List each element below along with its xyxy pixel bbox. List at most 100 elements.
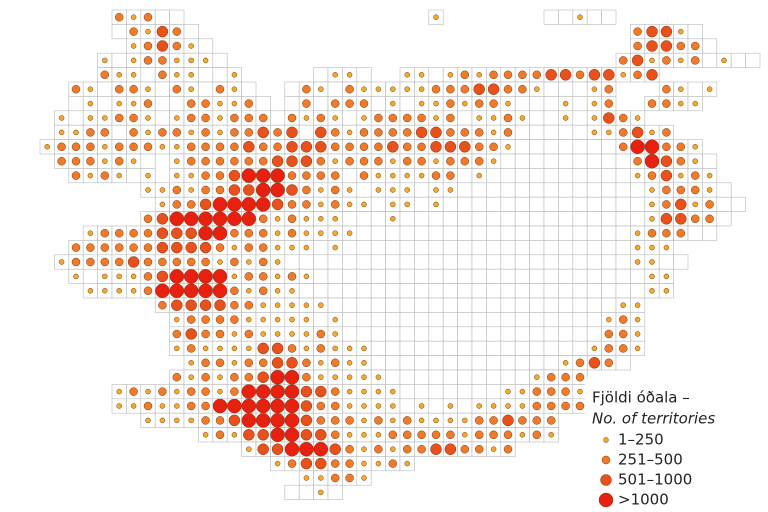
territory-dot: [591, 129, 598, 136]
territory-dot: [287, 214, 297, 224]
territory-dot: [690, 41, 700, 51]
legend: Fjöldi óðala – No. of territories 1–250 2…: [585, 378, 765, 509]
territory-dot: [316, 401, 326, 411]
grid-cell: [500, 297, 516, 313]
territory-dot: [114, 257, 124, 267]
territory-dot: [649, 216, 655, 222]
territory-dot: [186, 113, 196, 123]
grid-cell: [558, 168, 574, 184]
territory-dot: [460, 128, 470, 137]
grid-cell: [514, 340, 530, 356]
territory-dot: [318, 201, 324, 208]
territory-dot: [286, 357, 298, 369]
grid-cell: [558, 254, 574, 270]
territory-dot: [329, 443, 341, 455]
grid-cell: [543, 124, 559, 140]
grid-cell: [558, 139, 574, 155]
territory-dot: [346, 388, 353, 395]
grid-cell: [428, 326, 444, 342]
territory-dot: [185, 299, 197, 311]
territory-dot: [706, 86, 713, 92]
territory-dot: [330, 401, 340, 411]
territory-dot: [662, 56, 671, 65]
territory-dot: [257, 429, 269, 441]
grid-cell: [558, 9, 574, 25]
grid-cell: [442, 326, 458, 342]
grid-cell: [558, 340, 574, 356]
grid-cell: [630, 283, 646, 299]
territory-dot: [86, 257, 95, 267]
territory-dot: [199, 299, 212, 311]
territory-dot: [257, 342, 269, 355]
territory-dot: [490, 403, 497, 409]
grid-cell: [370, 211, 386, 227]
grid-cell: [529, 355, 545, 371]
territory-dot: [244, 243, 254, 252]
territory-dot: [302, 372, 311, 382]
territory-dot: [649, 273, 655, 280]
territory-dot: [201, 257, 210, 267]
territory-dot: [318, 216, 324, 222]
grid-cell: [284, 81, 300, 97]
territory-dot: [446, 156, 455, 166]
grid-cell: [486, 182, 502, 198]
territory-dot: [474, 430, 484, 440]
territory-dot: [174, 172, 180, 179]
territory-dot: [130, 57, 137, 64]
territory-dot: [86, 128, 95, 137]
territory-dot: [274, 460, 281, 467]
territory-dot: [71, 142, 81, 152]
territory-dot: [618, 142, 628, 152]
territory-dot: [198, 269, 213, 284]
territory-dot: [591, 100, 598, 107]
territory-dot: [286, 141, 298, 153]
territory-dot: [404, 187, 410, 193]
territory-dot: [503, 70, 513, 80]
territory-dot: [241, 211, 257, 227]
territory-dot: [186, 401, 196, 411]
grid-cell: [529, 110, 545, 126]
territory-dot: [202, 345, 209, 352]
territory-dot: [287, 459, 297, 468]
territory-dot: [114, 12, 124, 22]
territory-dot: [332, 158, 338, 164]
territory-dot: [489, 416, 498, 425]
territory-dot: [634, 302, 641, 308]
territory-dot: [130, 43, 137, 49]
territory-dot: [676, 228, 686, 238]
territory-dot: [255, 182, 271, 198]
grid-cell: [471, 196, 487, 212]
territory-dot: [503, 430, 513, 440]
grid-cell: [399, 283, 415, 299]
grid-cell: [615, 268, 631, 284]
grid-cell: [586, 312, 602, 328]
territory-dot: [418, 100, 425, 107]
grid-cell: [342, 211, 358, 227]
territory-dot: [243, 141, 255, 153]
grid-cell: [529, 182, 545, 198]
territory-dot: [330, 185, 340, 195]
territory-dot: [647, 99, 657, 108]
territory-dot: [618, 329, 628, 339]
grid-cell: [385, 312, 401, 328]
territory-dot: [330, 430, 340, 440]
grid-cell: [442, 369, 458, 385]
territory-dot: [100, 228, 110, 238]
territory-dot: [505, 403, 511, 409]
grid-cell: [572, 297, 588, 313]
grid-cell: [529, 240, 545, 256]
grid-cell: [471, 384, 487, 400]
territory-dot: [284, 427, 300, 443]
territory-dot: [188, 374, 194, 380]
territory-dot: [662, 99, 671, 108]
territory-dot: [476, 403, 482, 409]
territory-dot: [217, 259, 223, 265]
territory-dot: [532, 416, 542, 425]
territory-dot: [172, 372, 182, 382]
territory-dot: [318, 187, 324, 193]
territory-dot: [361, 345, 367, 352]
territory-dot: [361, 417, 367, 424]
territory-dot: [374, 142, 383, 152]
territory-dot: [332, 72, 338, 78]
territory-dot: [201, 315, 210, 324]
